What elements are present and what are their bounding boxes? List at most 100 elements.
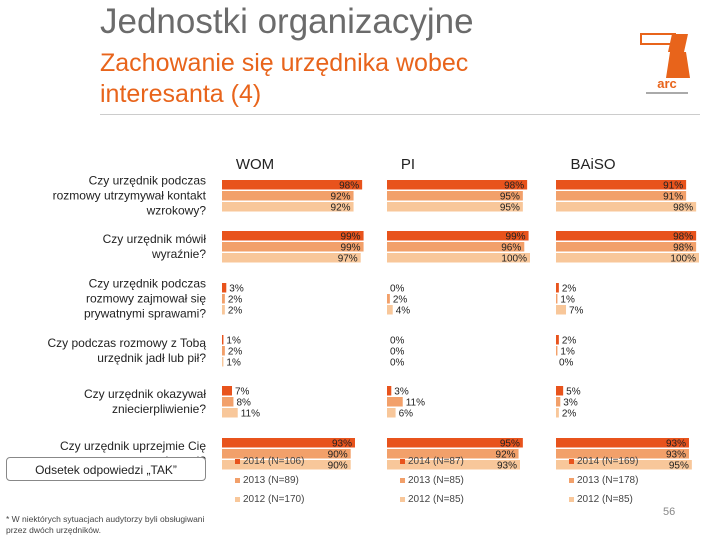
value-label-BAiSO-3-1: 1% bbox=[560, 347, 575, 358]
question-label-2-1: rozmowy zajmował się bbox=[86, 292, 206, 306]
value-label-PI-0-2: 95% bbox=[500, 203, 520, 214]
question-label-4-0: Czy urzędnik okazywał bbox=[84, 387, 206, 401]
page-subtitle: Zachowanie się urzędnika wobec interesan… bbox=[100, 49, 469, 108]
bar-PI-0-0 bbox=[387, 180, 528, 190]
value-label-PI-2-2: 4% bbox=[396, 306, 411, 317]
question-label-2-2: prywatnymi sprawami? bbox=[84, 307, 206, 321]
bar-PI-2-1 bbox=[387, 294, 390, 304]
bar-BAiSO-1-2 bbox=[556, 253, 699, 263]
bar-PI-0-2 bbox=[387, 202, 523, 212]
value-label-PI-4-1: 11% bbox=[406, 398, 425, 409]
bar-PI-1-2 bbox=[387, 253, 530, 263]
value-label-BAiSO-1-0: 98% bbox=[673, 232, 693, 243]
legend-swatch-PI-2 bbox=[400, 497, 405, 502]
bar-WOM-0-0 bbox=[222, 180, 363, 190]
bar-BAiSO-3-0 bbox=[556, 335, 559, 345]
value-label-WOM-2-0: 3% bbox=[229, 284, 244, 295]
legend-swatch-WOM-2 bbox=[235, 497, 240, 502]
bar-BAiSO-4-1 bbox=[556, 397, 561, 407]
bar-PI-5-2 bbox=[387, 460, 520, 470]
bar-PI-4-0 bbox=[387, 386, 392, 396]
legend-swatch-BAiSO-0 bbox=[569, 459, 574, 464]
bar-WOM-5-0 bbox=[222, 438, 355, 448]
value-label-BAiSO-0-1: 91% bbox=[663, 192, 683, 203]
value-label-BAiSO-1-2: 100% bbox=[670, 254, 696, 265]
question-label-3-1: urzędnik jadł lub pił? bbox=[97, 351, 206, 365]
value-label-WOM-1-0: 99% bbox=[341, 232, 361, 243]
bar-WOM-3-1 bbox=[222, 346, 225, 356]
legend-swatch-BAiSO-2 bbox=[569, 497, 574, 502]
bar-PI-4-2 bbox=[387, 408, 396, 418]
question-label-2-0: Czy urzędnik podczas bbox=[89, 277, 206, 291]
bar-WOM-2-0 bbox=[222, 283, 227, 293]
bar-BAiSO-0-0 bbox=[556, 180, 687, 190]
value-label-PI-3-1: 0% bbox=[390, 347, 405, 358]
bar-PI-5-0 bbox=[387, 438, 523, 448]
value-label-WOM-5-0: 93% bbox=[332, 439, 352, 450]
bar-WOM-5-2 bbox=[222, 460, 351, 470]
value-label-BAiSO-4-0: 5% bbox=[566, 387, 581, 398]
page-title: Jednostki organizacyjne bbox=[100, 2, 474, 41]
value-label-WOM-3-1: 2% bbox=[228, 347, 243, 358]
value-label-WOM-1-2: 97% bbox=[338, 254, 358, 265]
value-label-BAiSO-5-0: 93% bbox=[666, 439, 686, 450]
page-number: 56 bbox=[663, 506, 676, 518]
value-label-PI-5-1: 92% bbox=[496, 450, 516, 461]
bar-PI-1-1 bbox=[387, 242, 525, 252]
footnote: * W niektórych sytuacjach audytorzy byli… bbox=[6, 514, 205, 535]
value-label-WOM-4-1: 8% bbox=[236, 398, 251, 409]
bar-WOM-1-1 bbox=[222, 242, 364, 252]
bar-WOM-2-1 bbox=[222, 294, 225, 304]
bar-WOM-0-2 bbox=[222, 202, 354, 212]
question-label-0-1: rozmowy utrzymywał kontakt bbox=[53, 189, 207, 203]
legend-entry-WOM-0: 2014 (N=106) bbox=[243, 456, 304, 467]
column-header-2: BAiSO bbox=[570, 156, 615, 173]
bar-PI-0-1 bbox=[387, 191, 523, 201]
value-label-WOM-5-1: 90% bbox=[328, 450, 348, 461]
bar-BAiSO-2-2 bbox=[556, 305, 567, 315]
lighthouse-logo-icon: arc bbox=[640, 33, 690, 94]
legend-entry-PI-1: 2013 (N=85) bbox=[408, 475, 464, 486]
bar-WOM-0-1 bbox=[222, 191, 354, 201]
bar-BAiSO-5-2 bbox=[556, 460, 692, 470]
value-label-PI-1-2: 100% bbox=[501, 254, 527, 265]
legend-entry-BAiSO-1: 2013 (N=178) bbox=[577, 475, 638, 486]
bar-BAiSO-4-0 bbox=[556, 386, 564, 396]
value-label-WOM-5-2: 90% bbox=[328, 461, 348, 472]
value-label-BAiSO-0-2: 98% bbox=[673, 203, 693, 214]
bar-BAiSO-5-0 bbox=[556, 438, 689, 448]
question-label-4-1: zniecierpliwienie? bbox=[112, 402, 206, 416]
bar-PI-2-2 bbox=[387, 305, 393, 315]
value-label-BAiSO-2-2: 7% bbox=[569, 306, 584, 317]
legend-entry-PI-2: 2012 (N=85) bbox=[408, 494, 464, 505]
bar-WOM-4-0 bbox=[222, 386, 233, 396]
bar-WOM-1-0 bbox=[222, 231, 364, 241]
value-label-BAiSO-4-1: 3% bbox=[563, 398, 578, 409]
bar-BAiSO-3-1 bbox=[556, 346, 558, 356]
bar-BAiSO-4-2 bbox=[556, 408, 559, 418]
legend-entry-WOM-2: 2012 (N=170) bbox=[243, 494, 304, 505]
value-label-BAiSO-0-0: 91% bbox=[663, 181, 683, 192]
value-label-PI-5-0: 95% bbox=[500, 439, 520, 450]
column-header-0: WOM bbox=[236, 156, 274, 173]
value-label-BAiSO-5-1: 93% bbox=[666, 450, 686, 461]
value-label-WOM-3-2: 1% bbox=[226, 358, 241, 369]
value-label-BAiSO-2-1: 1% bbox=[560, 295, 575, 306]
bar-PI-4-1 bbox=[387, 397, 403, 407]
bar-BAiSO-0-1 bbox=[556, 191, 687, 201]
bar-WOM-4-2 bbox=[222, 408, 238, 418]
value-label-WOM-3-0: 1% bbox=[226, 336, 241, 347]
value-label-WOM-4-2: 11% bbox=[241, 409, 260, 420]
bar-WOM-4-1 bbox=[222, 397, 234, 407]
bar-WOM-5-1 bbox=[222, 449, 351, 459]
bar-WOM-3-0 bbox=[222, 335, 224, 345]
value-label-PI-4-0: 3% bbox=[394, 387, 409, 398]
value-label-BAiSO-3-0: 2% bbox=[562, 336, 577, 347]
bar-BAiSO-1-1 bbox=[556, 242, 697, 252]
bar-BAiSO-0-2 bbox=[556, 202, 697, 212]
legend-label-box: Odsetek odpowiedzi „TAK” bbox=[6, 457, 206, 481]
value-label-WOM-2-2: 2% bbox=[228, 306, 243, 317]
value-label-PI-3-2: 0% bbox=[390, 358, 405, 369]
